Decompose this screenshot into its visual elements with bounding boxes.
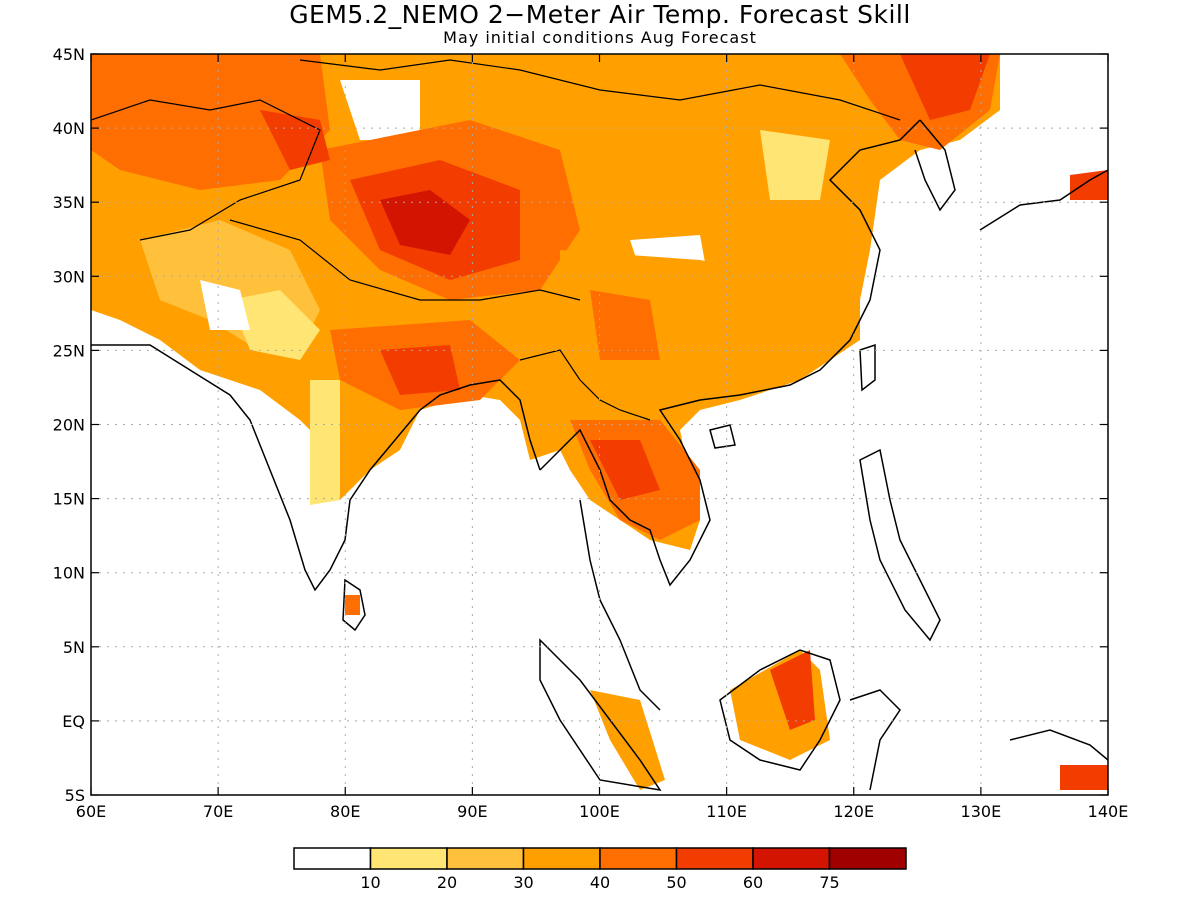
map-subtitle: May initial conditions Aug Forecast <box>443 28 757 47</box>
skill-region-west <box>91 54 330 190</box>
lat-tick-label: 5N <box>63 638 85 657</box>
skill-region-75 <box>380 190 470 255</box>
lon-tick-label: 110E <box>706 802 747 821</box>
colorbar-label: 50 <box>666 873 686 892</box>
skill-region-white-4 <box>760 130 830 200</box>
lon-tick-label: 140E <box>1088 802 1129 821</box>
border-himalaya <box>229 219 581 301</box>
coastline-malay <box>579 499 661 711</box>
skill-region-bengal-core <box>380 345 460 395</box>
grid-lines <box>91 54 1108 795</box>
skill-shading <box>91 54 1108 790</box>
axis-ticks: 60E 70E 80E 90E 100E 110E 120E 130E 140E 45N 40N 35… <box>53 45 1129 821</box>
lon-tick-label: 80E <box>330 802 360 821</box>
coastline-new-guinea <box>1009 729 1108 761</box>
colorbar: 10 20 30 40 50 60 75 <box>293 847 907 892</box>
colorbar-swatch <box>293 847 372 870</box>
skill-region-borneo-core <box>770 650 815 730</box>
coastline-korea <box>914 119 956 212</box>
skill-region-india-1 <box>310 380 340 505</box>
skill-region-indochina-core <box>590 440 660 500</box>
lat-tick-label: 15N <box>53 490 85 509</box>
skill-region-japan <box>1070 170 1108 200</box>
coastline-taiwan <box>859 343 876 392</box>
lat-tick-label: 10N <box>53 564 85 583</box>
coastline-indochina <box>539 119 921 587</box>
colorbar-label: 60 <box>743 873 763 892</box>
colorbar-swatch <box>522 847 601 870</box>
skill-region-se-china-core <box>590 290 660 360</box>
colorbar-label: 30 <box>513 873 533 892</box>
skill-region-west-core <box>260 110 330 170</box>
border-afghan <box>91 99 321 241</box>
colorbar-label: 75 <box>819 873 839 892</box>
lat-tick-label: 30N <box>53 267 85 286</box>
colorbar-swatch <box>752 847 831 870</box>
lat-tick-label: 25N <box>53 341 85 360</box>
skill-region-white-1 <box>200 280 250 330</box>
coastline-sulawesi <box>849 689 901 791</box>
colorbar-swatch <box>828 847 907 870</box>
lat-tick-label: 20N <box>53 416 85 435</box>
lat-tick-label: EQ <box>62 712 85 731</box>
coastlines <box>91 59 1108 792</box>
colorbar-swatch <box>599 847 678 870</box>
skill-region-white-3 <box>340 80 420 140</box>
lon-tick-label: 130E <box>961 802 1002 821</box>
colorbar-label: 40 <box>590 873 610 892</box>
colorbar-label: 20 <box>437 873 457 892</box>
skill-region-ng <box>1060 765 1108 790</box>
lat-tick-label: 45N <box>53 45 85 64</box>
lon-tick-label: 60E <box>76 802 106 821</box>
coastline-philippines <box>859 448 941 642</box>
skill-region-sumatra <box>590 690 665 790</box>
map-title: GEM5.2_NEMO 2−Meter Air Temp. Forecast S… <box>289 0 911 29</box>
lon-tick-label: 70E <box>203 802 233 821</box>
coastline-sri-lanka <box>342 578 366 632</box>
coastline-hainan <box>709 424 736 449</box>
skill-region-sri-lanka <box>345 595 360 615</box>
coastline-japan <box>979 169 1108 231</box>
border-china-north <box>299 59 901 121</box>
border-burma <box>519 349 651 421</box>
coastline-india <box>91 344 541 592</box>
coastline-sumatra <box>539 638 662 792</box>
colorbar-swatch <box>675 847 754 870</box>
colorbar-swatch <box>446 847 525 870</box>
coastline-borneo <box>719 649 841 771</box>
lat-tick-label: 40N <box>53 119 85 138</box>
colorbar-label: 10 <box>360 873 380 892</box>
skill-region-ne-china-core <box>900 54 990 120</box>
colorbar-swatch <box>369 847 448 870</box>
skill-region-10-20 <box>230 290 320 360</box>
lon-tick-label: 90E <box>457 802 487 821</box>
lat-tick-label: 35N <box>53 193 85 212</box>
lon-tick-label: 120E <box>833 802 874 821</box>
lat-tick-label: 5S <box>65 786 85 805</box>
lon-tick-label: 100E <box>579 802 620 821</box>
